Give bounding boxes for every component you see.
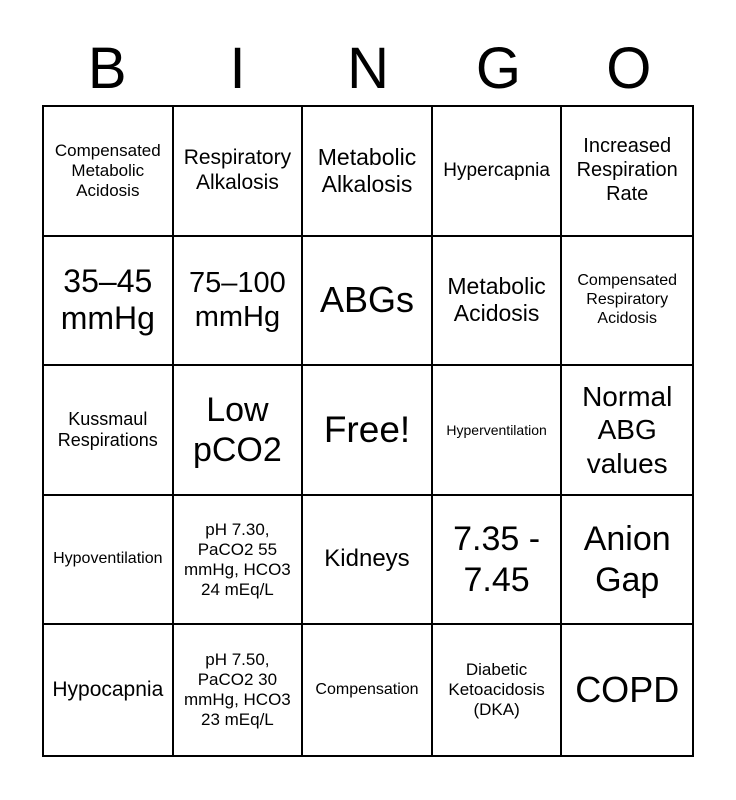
bingo-cell-r3c1[interactable]: Kussmaul Respirations (44, 366, 174, 496)
bingo-cell-r2c4[interactable]: Metabolic Acidosis (432, 236, 563, 367)
bingo-cell-r1c4[interactable]: Hypercapnia (432, 107, 563, 237)
bingo-cell-r5c3[interactable]: Compensation (303, 625, 433, 755)
bingo-cell-r2c2[interactable]: 75–100 mmHg (173, 236, 304, 367)
bingo-cell-r1c3[interactable]: Metabolic Alkalosis (303, 107, 433, 237)
bingo-letter-o: O (606, 36, 652, 101)
bingo-cell-r5c5[interactable]: COPD (562, 625, 692, 755)
bingo-cell-r4c2[interactable]: pH 7.30, PaCO2 55 mmHg, HCO3 24 mEq/L (173, 495, 304, 626)
bingo-cell-r4c3[interactable]: Kidneys (303, 495, 433, 626)
bingo-cell-r4c4[interactable]: 7.35 - 7.45 (432, 495, 563, 626)
bingo-cell-r5c4[interactable]: Diabetic Ketoacidosis (DKA) (432, 625, 563, 755)
bingo-grid: Compensated Metabolic Acidosis Respirato… (42, 105, 694, 757)
bingo-title: B I N G O (42, 40, 694, 100)
bingo-cell-r2c5[interactable]: Compensated Respiratory Acidosis (562, 236, 692, 367)
bingo-cell-r1c1[interactable]: Compensated Metabolic Acidosis (44, 107, 174, 237)
bingo-cell-r3c3-free-space[interactable]: Free! (303, 366, 433, 496)
bingo-cell-r3c4[interactable]: Hyperventilation (432, 366, 563, 496)
bingo-cell-r1c2[interactable]: Respiratory Alkalosis (173, 107, 304, 237)
bingo-cell-r5c1[interactable]: Hypocapnia (44, 625, 174, 755)
bingo-cell-r1c5[interactable]: Increased Respiration Rate (562, 107, 692, 237)
bingo-letter-n: N (347, 36, 389, 101)
bingo-letter-b: B (87, 36, 127, 101)
bingo-cell-r3c5[interactable]: Normal ABG values (562, 366, 692, 496)
bingo-letter-g: G (475, 36, 521, 101)
bingo-cell-r3c2[interactable]: Low pCO2 (173, 366, 304, 496)
bingo-cell-r5c2[interactable]: pH 7.50, PaCO2 30 mmHg, HCO3 23 mEq/L (173, 625, 304, 755)
bingo-cell-r2c1[interactable]: 35–45 mmHg (44, 236, 174, 367)
bingo-cell-r4c1[interactable]: Hypoventilation (44, 495, 174, 626)
bingo-cell-r4c5[interactable]: Anion Gap (562, 495, 692, 626)
bingo-cell-r2c3[interactable]: ABGs (303, 236, 433, 367)
bingo-letter-i: I (229, 36, 246, 101)
